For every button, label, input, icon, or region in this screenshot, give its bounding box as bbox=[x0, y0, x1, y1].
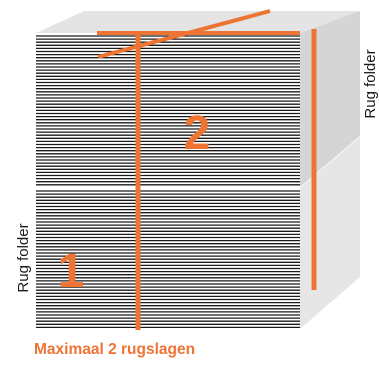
lower-stack-label: Rug folder bbox=[15, 223, 32, 292]
caption: Maximaal 2 rugslagen bbox=[34, 341, 196, 358]
upper-stack-sheets bbox=[36, 35, 300, 186]
upper-stack-label: Rug folder bbox=[362, 49, 379, 118]
stack-top-face bbox=[36, 11, 360, 33]
binding-straps bbox=[97, 9, 317, 330]
stack-number-2: 2 bbox=[184, 107, 211, 160]
stack-number-1: 1 bbox=[58, 245, 85, 298]
lower-stack-sheets bbox=[36, 190, 300, 329]
